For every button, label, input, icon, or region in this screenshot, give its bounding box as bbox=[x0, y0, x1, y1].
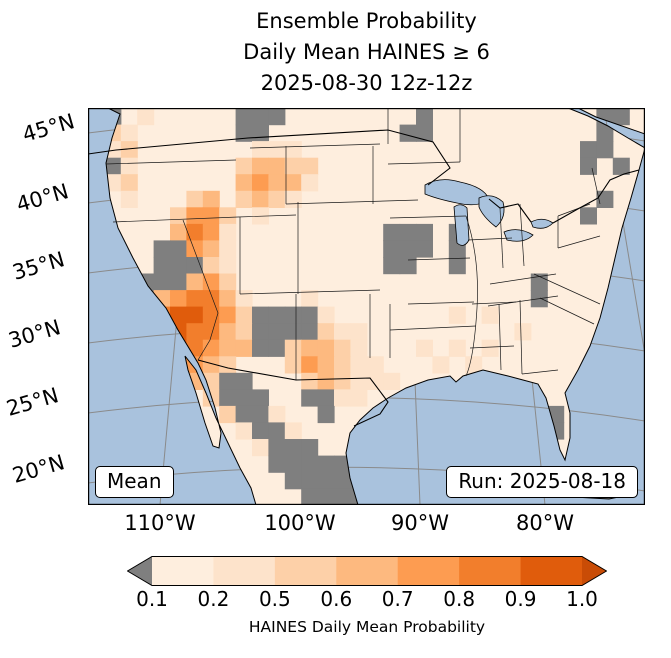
lat-label-25n: 25°N bbox=[3, 383, 62, 421]
mean-box: Mean bbox=[95, 466, 174, 498]
colorbar-tick: 0.6 bbox=[320, 587, 353, 611]
colorbar-tick: 0.2 bbox=[197, 587, 230, 611]
lat-label-20n: 20°N bbox=[9, 450, 68, 488]
lon-label-80w: 80°W bbox=[516, 511, 574, 535]
map-frame: Mean Run: 2025-08-18 bbox=[88, 108, 645, 505]
map-canvas bbox=[88, 108, 645, 505]
colorbar-tick: 0.8 bbox=[443, 587, 476, 611]
title-block: Ensemble Probability Daily Mean HAINES ≥… bbox=[88, 6, 645, 99]
title-line-1: Ensemble Probability bbox=[256, 9, 477, 33]
colorbar-tick: 1.0 bbox=[566, 587, 598, 611]
title-line-3: 2025-08-30 12z-12z bbox=[260, 71, 473, 96]
colorbar-tick: 0.7 bbox=[381, 587, 414, 611]
lat-label-35n: 35°N bbox=[9, 247, 68, 285]
colorbar-canvas bbox=[126, 556, 608, 586]
run-box: Run: 2025-08-18 bbox=[446, 466, 638, 498]
title-line-2: Daily Mean HAINES ≥ 6 bbox=[243, 40, 490, 65]
lon-label-90w: 90°W bbox=[391, 511, 449, 535]
lat-label-40n: 40°N bbox=[13, 179, 72, 217]
colorbar: 0.1 0.2 0.5 0.6 0.7 0.8 0.9 1.0 HAINES Daily Me… bbox=[126, 556, 608, 656]
colorbar-label: HAINES Daily Mean Probability bbox=[248, 618, 486, 636]
colorbar-tick: 0.1 bbox=[136, 587, 168, 611]
lon-label-100w: 100°W bbox=[264, 511, 336, 535]
lat-label-30n: 30°N bbox=[5, 315, 64, 353]
lon-label-110w: 110°W bbox=[124, 511, 196, 535]
lat-label-45n: 45°N bbox=[19, 109, 78, 147]
colorbar-tick: 0.9 bbox=[504, 587, 537, 611]
colorbar-tick: 0.5 bbox=[258, 587, 291, 611]
